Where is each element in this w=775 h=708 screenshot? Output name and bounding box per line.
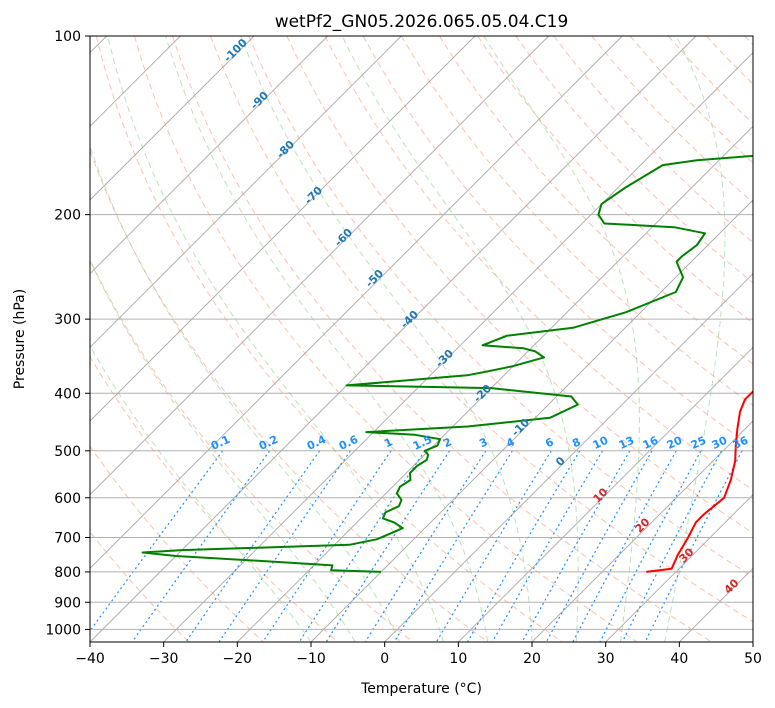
y-axis-title: Pressure (hPa) — [12, 289, 28, 389]
x-tick-label: 30 — [597, 651, 615, 667]
mixing-ratio-label: 10 — [591, 434, 611, 452]
y-tick-label: 500 — [54, 444, 81, 460]
x-tick-label: 10 — [449, 651, 467, 667]
moist-adiabat-line — [165, 36, 489, 642]
isotherm-line — [531, 420, 753, 642]
dewpoint-profile — [141, 154, 753, 573]
dry-adiabat-line — [324, 36, 753, 491]
isotherm-line — [236, 125, 753, 642]
profile-lines — [141, 154, 753, 573]
x-axis: −40 −30 −20 −10 0 10 20 30 40 50 — [75, 642, 762, 667]
y-tick-label: 700 — [54, 531, 81, 547]
moist-adiabat-line — [90, 144, 400, 642]
dry-adiabat-line — [286, 36, 753, 534]
y-tick-label: 800 — [54, 565, 81, 581]
moist-adiabat-line — [240, 36, 533, 642]
y-tick-label: 400 — [54, 386, 81, 402]
y-tick-label: 1000 — [45, 622, 81, 638]
isotherm-line — [90, 36, 697, 642]
isotherm-line — [90, 36, 623, 570]
dry-adiabat-line — [133, 36, 638, 642]
isotherm-line — [752, 641, 753, 642]
plot-frame — [89, 35, 754, 643]
isotherm-line — [90, 36, 550, 496]
dry-adiabat-line — [515, 36, 753, 284]
x-axis-title: Temperature (°C) — [360, 681, 482, 697]
moist-adiabat-line — [107, 36, 445, 642]
dry-adiabat-line — [477, 36, 753, 324]
moist-adiabat-line — [483, 36, 640, 642]
isotherm-line — [90, 36, 329, 275]
dry-adiabat-line — [95, 36, 563, 642]
dry-adiabat-line — [210, 36, 753, 623]
y-tick-label: 900 — [54, 595, 81, 611]
dry-adiabat-line — [248, 36, 753, 578]
mixing-ratio-label: 30 — [710, 434, 730, 452]
mixing-ratio-label: 13 — [617, 434, 636, 452]
moist-adiabat-line — [90, 259, 356, 642]
y-tick-label: 100 — [54, 29, 81, 45]
isotherm-line — [163, 51, 753, 642]
moist-adiabat-line — [90, 344, 312, 642]
x-tick-label: −20 — [223, 651, 253, 667]
moist-adiabat-line — [664, 36, 726, 642]
pressure-gridlines — [90, 36, 753, 630]
isotherm-line — [384, 272, 753, 642]
isotherm-line — [90, 36, 402, 349]
y-tick-label: 200 — [54, 208, 81, 224]
mixing-ratio-label: 36 — [731, 434, 751, 452]
mixing-ratio-label: 20 — [665, 434, 685, 452]
temperature-profile — [646, 390, 753, 573]
y-tick-label: 600 — [54, 491, 81, 507]
dry-adiabat-line — [90, 355, 339, 642]
isotherm-line — [90, 36, 255, 201]
x-tick-label: 40 — [670, 651, 688, 667]
x-tick-label: −40 — [75, 651, 105, 667]
moist-adiabat-line — [341, 36, 579, 642]
x-tick-label: −10 — [296, 651, 326, 667]
dry-adiabat-line — [90, 258, 414, 642]
x-tick-label: 20 — [523, 651, 541, 667]
y-axis: 100 200 300 400 500 600 700 800 900 1000 — [45, 29, 90, 638]
x-tick-label: 50 — [744, 651, 762, 667]
isotherm-line — [605, 493, 753, 642]
y-tick-label: 300 — [54, 312, 81, 328]
x-tick-label: 0 — [380, 651, 389, 667]
isotherm-line — [90, 36, 476, 422]
mixing-ratio-label: 25 — [689, 434, 708, 452]
dry-adiabat-line — [90, 445, 264, 642]
dry-adiabat-line — [438, 36, 753, 365]
x-tick-label: −30 — [149, 651, 179, 667]
mixing-ratio-label: 16 — [641, 434, 661, 452]
chart-title: wetPf2_GN05.2026.065.05.04.C19 — [275, 12, 569, 32]
dry-adiabat-line — [172, 36, 712, 642]
isotherm-line — [457, 346, 753, 642]
plot-background — [90, 36, 753, 642]
